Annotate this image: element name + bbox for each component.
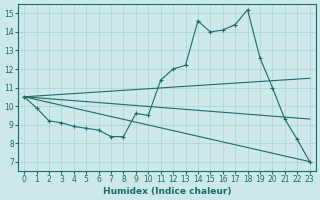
X-axis label: Humidex (Indice chaleur): Humidex (Indice chaleur) <box>103 187 231 196</box>
